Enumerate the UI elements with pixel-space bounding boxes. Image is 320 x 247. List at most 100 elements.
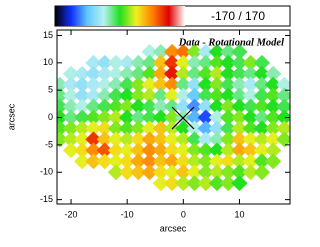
x-tick-label: 0 bbox=[181, 209, 186, 219]
map-cell bbox=[253, 153, 271, 170]
map-cell bbox=[197, 120, 214, 137]
chart-title: Data - Rotational Model bbox=[178, 37, 284, 48]
map-cell bbox=[119, 54, 136, 71]
map-cell bbox=[186, 175, 203, 192]
map-cell bbox=[130, 87, 147, 104]
map-cell bbox=[96, 153, 113, 170]
map-cell bbox=[220, 76, 237, 93]
map-cell bbox=[220, 54, 237, 71]
map-cell bbox=[242, 142, 259, 159]
map-cell bbox=[208, 175, 226, 192]
map-cell bbox=[253, 120, 271, 137]
map-cell bbox=[96, 76, 113, 93]
map-cell bbox=[231, 142, 248, 159]
map-cell bbox=[85, 109, 102, 126]
map-cell bbox=[163, 131, 181, 148]
map-cell bbox=[130, 120, 147, 137]
map-cell bbox=[74, 65, 91, 82]
map-cell bbox=[152, 120, 170, 137]
map-cell bbox=[85, 153, 102, 170]
map-cell bbox=[265, 87, 282, 104]
map-cell bbox=[265, 153, 282, 170]
map-cell bbox=[231, 131, 248, 148]
map-cell bbox=[231, 65, 248, 82]
map-cell bbox=[231, 87, 248, 104]
map-cell bbox=[85, 142, 102, 159]
y-tick-label: 0 bbox=[48, 112, 53, 122]
map-cell bbox=[57, 131, 68, 148]
map-cell bbox=[253, 87, 271, 104]
map-cell bbox=[141, 142, 158, 159]
map-cell bbox=[96, 142, 113, 159]
map-cell bbox=[253, 54, 271, 71]
plot-frame bbox=[56, 29, 291, 205]
map-cell bbox=[175, 120, 192, 137]
map-cell bbox=[186, 120, 203, 137]
map-cell bbox=[141, 98, 158, 115]
map-cell bbox=[85, 54, 102, 71]
map-cell bbox=[163, 164, 181, 181]
map-cell bbox=[231, 175, 248, 192]
map-cell bbox=[265, 109, 282, 126]
map-cell bbox=[62, 142, 80, 159]
map-cell bbox=[276, 120, 290, 137]
map-cell bbox=[152, 153, 170, 170]
map-cell bbox=[141, 43, 158, 60]
map-cell bbox=[276, 131, 290, 148]
map-cell bbox=[152, 87, 170, 104]
map-cell bbox=[208, 54, 226, 71]
map-cell bbox=[96, 98, 113, 115]
map-cell bbox=[107, 120, 125, 137]
x-tick-label: -20 bbox=[65, 209, 78, 219]
map-cell bbox=[197, 87, 214, 104]
map-cell bbox=[197, 131, 214, 148]
map-cell bbox=[197, 65, 214, 82]
map-cell bbox=[208, 120, 226, 137]
map-cell bbox=[119, 109, 136, 126]
map-cell bbox=[130, 76, 147, 93]
map-cell bbox=[119, 120, 136, 137]
y-tick-label: -15 bbox=[40, 194, 53, 204]
map-cell bbox=[220, 65, 237, 82]
colorbar bbox=[55, 6, 185, 26]
y-tick-label: -5 bbox=[45, 139, 53, 149]
map-cell bbox=[152, 175, 170, 192]
map-cell bbox=[175, 153, 192, 170]
map-cell bbox=[85, 87, 102, 104]
y-tick-label: 5 bbox=[48, 85, 53, 95]
map-cell bbox=[220, 43, 237, 60]
map-cell bbox=[220, 164, 237, 181]
map-cell bbox=[265, 65, 282, 82]
map-cell bbox=[208, 153, 226, 170]
map-cells bbox=[57, 43, 290, 192]
map-cell bbox=[265, 120, 282, 137]
map-cell bbox=[62, 76, 80, 93]
map-cell bbox=[276, 98, 290, 115]
map-cell bbox=[231, 54, 248, 71]
map-cell bbox=[197, 76, 214, 93]
map-cell bbox=[141, 120, 158, 137]
map-cell bbox=[74, 131, 91, 148]
map-cell bbox=[231, 109, 248, 126]
map-cell bbox=[163, 87, 181, 104]
map-cell bbox=[141, 54, 158, 71]
colorbar-label: -170 / 170 bbox=[211, 9, 265, 23]
map-cell bbox=[96, 65, 113, 82]
map-cell bbox=[197, 98, 214, 115]
map-cell bbox=[107, 98, 125, 115]
map-cell bbox=[175, 164, 192, 181]
map-cell bbox=[220, 175, 237, 192]
map-cell bbox=[107, 65, 125, 82]
map-cell bbox=[175, 131, 192, 148]
map-cell bbox=[186, 142, 203, 159]
map-cell bbox=[186, 131, 203, 148]
map-cell bbox=[163, 65, 181, 82]
y-axis-label: arcsec bbox=[6, 103, 16, 130]
map-cell bbox=[175, 43, 192, 60]
map-cell bbox=[253, 98, 271, 115]
map-cell bbox=[231, 98, 248, 115]
map-cell bbox=[152, 109, 170, 126]
map-cell bbox=[231, 153, 248, 170]
map-cell bbox=[96, 109, 113, 126]
map-cell bbox=[62, 120, 80, 137]
